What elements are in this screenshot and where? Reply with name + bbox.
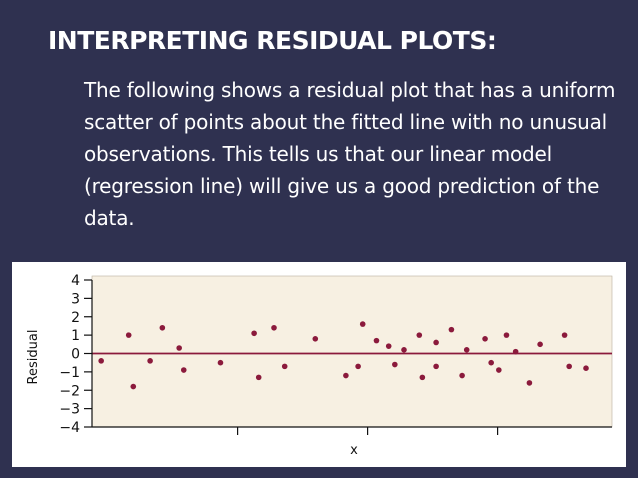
y-axis-title: Residual bbox=[26, 330, 41, 385]
data-point bbox=[488, 359, 494, 366]
data-point bbox=[583, 365, 589, 371]
data-point bbox=[561, 332, 568, 338]
data-point bbox=[373, 337, 380, 344]
data-point bbox=[98, 358, 104, 364]
data-point bbox=[359, 321, 366, 327]
data-point bbox=[482, 336, 488, 342]
x-axis-title: x bbox=[350, 443, 358, 458]
data-point bbox=[255, 374, 262, 381]
data-point bbox=[537, 341, 543, 348]
data-point bbox=[526, 380, 533, 386]
data-point bbox=[271, 324, 277, 331]
data-point bbox=[251, 330, 257, 337]
data-point bbox=[512, 348, 519, 355]
data-point bbox=[147, 358, 153, 364]
y-tick-label: −2 bbox=[59, 383, 80, 399]
data-point bbox=[496, 367, 502, 373]
data-point bbox=[419, 374, 426, 381]
data-point bbox=[503, 332, 510, 338]
data-point bbox=[130, 383, 137, 390]
y-tick-label: −3 bbox=[59, 402, 80, 418]
y-tick-label: −4 bbox=[59, 420, 80, 436]
data-point bbox=[176, 345, 182, 351]
x-axis-ticks bbox=[237, 427, 499, 435]
data-point bbox=[180, 367, 187, 373]
data-point bbox=[433, 339, 439, 346]
residual-plot: 4 3 2 1 0 −1 −2 −3 −4 Residual x bbox=[12, 262, 626, 467]
residual-plot-svg: 4 3 2 1 0 −1 −2 −3 −4 Residual x bbox=[26, 273, 613, 458]
data-point bbox=[448, 326, 455, 333]
y-tick-label: 4 bbox=[71, 273, 80, 289]
data-point bbox=[159, 324, 166, 331]
data-point bbox=[385, 343, 392, 349]
y-tick-label: 0 bbox=[71, 347, 80, 363]
data-point bbox=[401, 347, 407, 353]
data-point bbox=[566, 363, 572, 370]
data-points bbox=[98, 321, 589, 390]
y-tick-label: 2 bbox=[71, 310, 80, 326]
data-point bbox=[312, 336, 319, 342]
data-point bbox=[433, 363, 439, 370]
y-tick-label: 3 bbox=[71, 291, 80, 307]
data-point bbox=[392, 361, 398, 368]
y-tick-label: 1 bbox=[71, 328, 80, 344]
data-point bbox=[217, 359, 224, 366]
data-point bbox=[343, 372, 349, 379]
data-point bbox=[416, 332, 423, 338]
data-point bbox=[355, 363, 361, 370]
y-axis-ticks: 4 3 2 1 0 −1 −2 −3 −4 bbox=[59, 273, 92, 436]
data-point bbox=[125, 332, 132, 338]
slide-body-text: The following shows a residual plot that… bbox=[84, 78, 616, 230]
y-tick-label: −1 bbox=[59, 365, 80, 381]
data-point bbox=[463, 347, 470, 353]
plot-panel bbox=[91, 275, 613, 428]
data-point bbox=[281, 363, 288, 370]
slide-title: INTERPRETING RESIDUAL PLOTS: bbox=[48, 26, 497, 55]
data-point bbox=[459, 372, 465, 379]
